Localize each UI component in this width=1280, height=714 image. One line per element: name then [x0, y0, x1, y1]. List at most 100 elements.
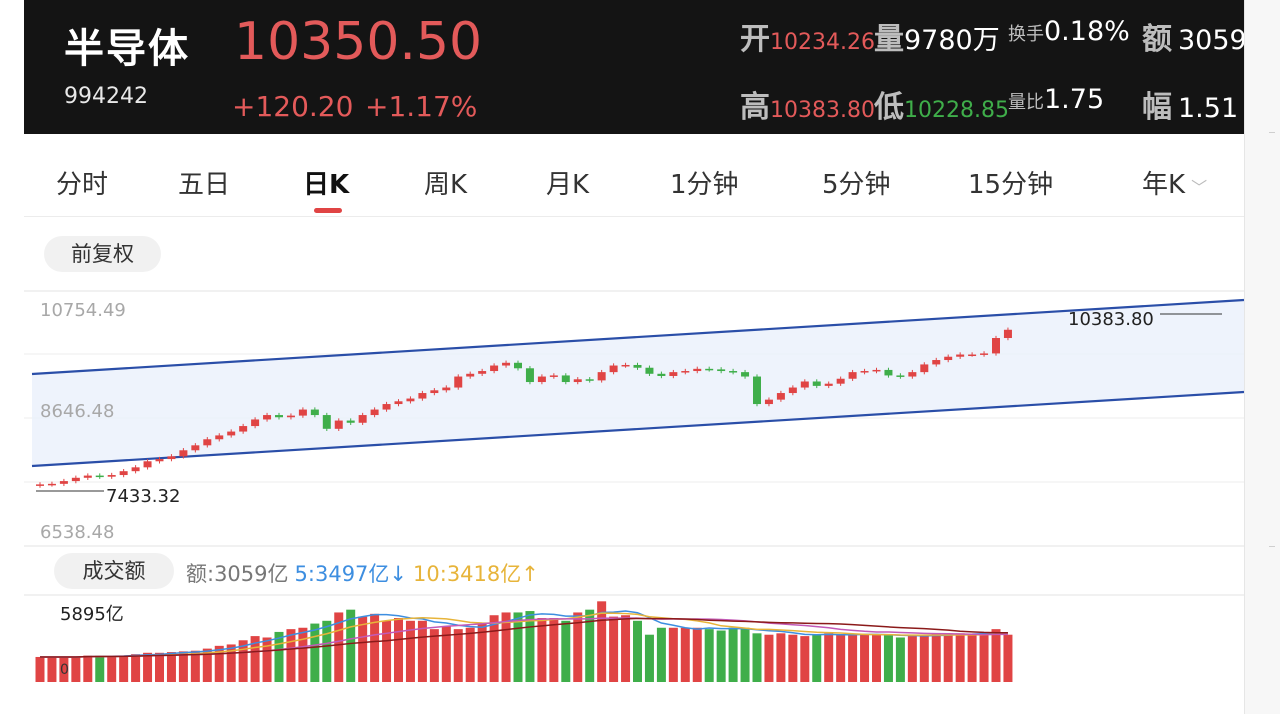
volume-bar — [238, 640, 248, 682]
candle-body — [119, 471, 128, 476]
tab-weekly-k[interactable]: 周K — [424, 170, 468, 200]
amplitude-label: 幅 — [1142, 90, 1172, 125]
candle-body — [59, 481, 68, 484]
volume-bar — [71, 656, 81, 682]
low-value: 10228.85 — [904, 98, 1009, 123]
candle-body — [334, 420, 343, 429]
volume-bar — [752, 633, 762, 682]
candle-body — [502, 362, 511, 366]
tab-daily-k[interactable]: 日K — [303, 170, 350, 200]
candle-body — [442, 387, 451, 391]
volume-bar — [513, 612, 523, 682]
candle-body — [394, 401, 403, 405]
candle-body — [645, 367, 654, 374]
high-value: 10383.80 — [770, 98, 875, 123]
volume-bar — [465, 627, 475, 682]
open-stat: 开10234.26 — [740, 14, 875, 58]
active-tab-indicator — [314, 208, 342, 213]
volume-bar — [931, 633, 941, 682]
tab-intraday[interactable]: 分时 — [56, 170, 109, 200]
volume-indicator-button[interactable]: 成交额 — [54, 553, 174, 589]
turnover-value: 0.18% — [1044, 16, 1130, 47]
volume-bar — [453, 629, 463, 682]
volume-bar — [35, 656, 45, 682]
volume-bar — [525, 611, 535, 682]
high-stat: 高10383.80 — [740, 82, 875, 126]
volume-bar — [764, 634, 774, 682]
candle-body — [239, 426, 248, 432]
amount-label: 额 — [1142, 22, 1172, 57]
volume-bar — [226, 644, 236, 682]
volume-bar — [573, 612, 583, 682]
volume-bar — [83, 655, 93, 682]
volume-bar — [943, 633, 953, 682]
price-change-pct: +1.17% — [365, 90, 478, 123]
volume-bar — [382, 620, 392, 682]
volume-stat: 量9780万 — [874, 14, 1000, 58]
volume-bar — [262, 637, 272, 682]
volume-bar — [609, 616, 619, 682]
volume-bar — [692, 627, 702, 682]
y-axis-label-bottom: 6538.48 — [40, 522, 114, 543]
adjust-mode-button[interactable]: 前复权 — [44, 236, 161, 272]
candle-body — [227, 431, 236, 436]
volume-bar — [107, 656, 117, 682]
quote-header: 半导体 994242 10350.50 +120.20 +1.17% 开1023… — [24, 0, 1244, 134]
candle-body — [681, 371, 690, 373]
volume-bar — [561, 620, 571, 682]
volume-bar — [405, 620, 415, 682]
volume-bar — [250, 636, 260, 682]
volume-bar — [668, 627, 678, 682]
candle-body — [382, 404, 391, 410]
candle-body — [346, 420, 355, 423]
volume-bar — [549, 618, 559, 682]
candle-body — [406, 398, 415, 402]
candle-body — [263, 415, 272, 420]
candle-body — [525, 368, 534, 383]
channel-upper-line — [31, 298, 1244, 376]
candle-body — [370, 409, 379, 416]
candle-body — [191, 445, 200, 451]
volume-bar — [394, 618, 403, 682]
candle-body — [705, 368, 714, 371]
candle-body — [776, 393, 785, 400]
volume-bar — [322, 620, 332, 682]
open-value: 10234.26 — [770, 30, 875, 55]
tab-monthly-k[interactable]: 月K — [546, 170, 590, 200]
candle-body — [466, 373, 475, 377]
tab-yearly-k[interactable]: 年K ﹀ — [1142, 164, 1207, 201]
candle-body — [956, 354, 965, 357]
tab-15min[interactable]: 15分钟 — [968, 170, 1054, 200]
volume-chart[interactable]: 5895亿 0 — [24, 594, 1244, 684]
candle-body — [573, 379, 582, 383]
candle-body — [490, 365, 499, 372]
volume-bar — [166, 652, 176, 682]
candle-body — [143, 461, 152, 468]
candle-body — [657, 373, 666, 376]
volume-bar — [501, 612, 511, 682]
candle-body — [992, 338, 1000, 354]
low-label: 低 — [874, 90, 904, 125]
volume-bar — [776, 633, 786, 682]
volume-bar — [370, 613, 380, 682]
candle-body — [872, 369, 881, 372]
volume-bar — [429, 629, 439, 682]
candle-body — [322, 415, 331, 429]
candle-body — [908, 372, 917, 377]
tab-five-day[interactable]: 五日 — [178, 170, 231, 200]
candle-body — [693, 368, 702, 372]
volume-bar — [95, 655, 105, 682]
candle-body — [669, 372, 678, 376]
tab-1min[interactable]: 1分钟 — [670, 170, 739, 200]
candle-body — [71, 477, 80, 482]
candle-body — [454, 376, 463, 388]
volume-bar — [489, 615, 499, 682]
kline-chart[interactable]: 10754.49 8646.48 6538.48 10383.80 7433.32 — [24, 290, 1244, 548]
volume-bar — [274, 631, 284, 682]
y-axis-label-top: 10754.49 — [40, 300, 126, 321]
tab-5min[interactable]: 5分钟 — [822, 170, 891, 200]
amplitude-value: 1.51 — [1178, 93, 1239, 124]
candle-body — [800, 381, 809, 388]
turnover-label: 换手 — [1008, 24, 1044, 45]
candle-body — [968, 354, 977, 357]
